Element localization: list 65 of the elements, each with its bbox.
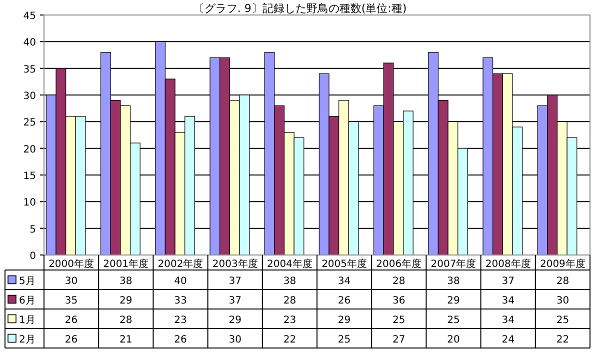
x-tick-label: 2005年度 <box>322 258 368 270</box>
x-tick-label: 2008年度 <box>485 258 531 270</box>
legend-label: 6月 <box>19 295 36 306</box>
data-label: 28 <box>283 295 296 306</box>
data-label: 36 <box>392 295 406 306</box>
data-label: 28 <box>556 276 570 287</box>
data-label: 38 <box>283 276 296 287</box>
data-label: 38 <box>447 276 460 287</box>
x-tick-label: 2006年度 <box>376 258 422 270</box>
data-label: 37 <box>228 295 242 306</box>
data-label: 26 <box>338 295 351 306</box>
data-label: 25 <box>338 334 351 346</box>
data-label: 21 <box>120 334 132 346</box>
y-tick-label: 15 <box>23 171 36 182</box>
x-tick-label: 2003年度 <box>212 258 258 270</box>
data-label: 23 <box>174 314 187 326</box>
data-label: 34 <box>502 314 514 326</box>
y-tick-label: 35 <box>23 64 36 76</box>
data-label: 22 <box>556 334 570 346</box>
y-tick-label: 45 <box>23 11 36 22</box>
data-label: 37 <box>502 276 514 287</box>
data-label: 29 <box>228 314 242 326</box>
data-label: 25 <box>556 314 570 326</box>
data-label: 25 <box>447 314 460 326</box>
y-tick-label: 20 <box>23 144 36 156</box>
data-label: 22 <box>283 334 296 346</box>
chart-title: 〔グラフ. 9〕記録した野鳥の種数(単位:種) <box>193 2 407 15</box>
x-tick-label: 2007年度 <box>430 258 476 270</box>
x-tick-label: 2004年度 <box>266 258 312 270</box>
data-label: 37 <box>228 276 242 287</box>
data-label: 27 <box>392 334 406 346</box>
data-label: 20 <box>447 334 460 346</box>
data-label: 33 <box>174 295 187 306</box>
data-label: 29 <box>120 295 132 306</box>
data-label: 23 <box>283 314 296 326</box>
data-label: 26 <box>64 334 78 346</box>
y-tick-label: 30 <box>23 91 36 102</box>
x-tick-label: 2009年度 <box>540 258 586 270</box>
data-label: 40 <box>174 276 187 287</box>
data-label: 34 <box>338 276 351 287</box>
x-tick-label: 2002年度 <box>158 258 204 270</box>
data-label: 24 <box>502 334 514 346</box>
data-label: 34 <box>502 295 514 306</box>
data-label: 35 <box>64 295 78 306</box>
legend-label: 1月 <box>19 314 36 326</box>
y-tick-label: 0 <box>30 251 36 262</box>
data-label: 30 <box>64 276 78 287</box>
data-label: 38 <box>120 276 132 287</box>
y-tick-label: 25 <box>23 118 36 129</box>
data-label: 29 <box>338 314 351 326</box>
data-label: 30 <box>228 334 242 346</box>
data-label: 28 <box>120 314 132 326</box>
y-tick-label: 10 <box>23 198 36 209</box>
data-label: 29 <box>447 295 460 306</box>
legend-label: 5月 <box>19 276 36 287</box>
data-label: 25 <box>392 314 406 326</box>
data-label: 28 <box>392 276 406 287</box>
data-label: 30 <box>556 295 570 306</box>
x-tick-label: 2000年度 <box>48 258 94 270</box>
y-tick-label: 5 <box>30 224 36 236</box>
y-tick-label: 40 <box>23 38 36 49</box>
legend-label: 2月 <box>19 334 36 346</box>
data-label: 26 <box>64 314 78 326</box>
data-label: 26 <box>174 334 187 346</box>
x-tick-label: 2001年度 <box>103 258 149 270</box>
